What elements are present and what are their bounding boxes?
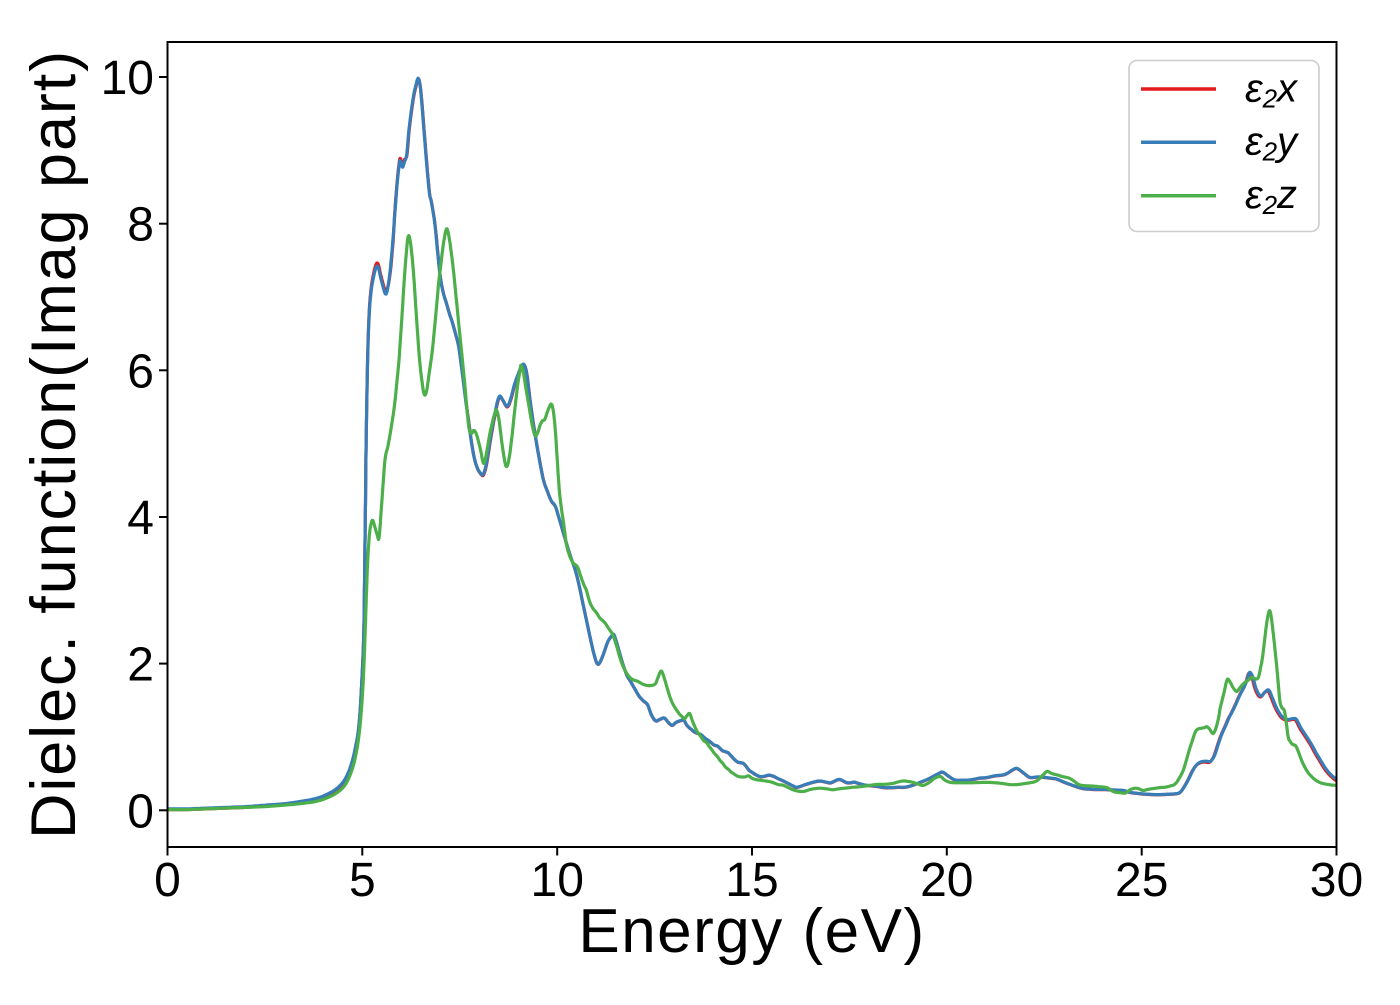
svg-text:0: 0 [154,854,181,907]
svg-text:6: 6 [127,345,154,398]
svg-text:15: 15 [725,854,778,907]
svg-text:10: 10 [101,52,154,105]
svg-text:Dielec. function(Imag part): Dielec. function(Imag part) [19,49,89,839]
svg-text:30: 30 [1310,854,1363,907]
svg-text:4: 4 [127,492,154,545]
svg-text:0: 0 [127,785,154,838]
svg-text:Energy (eV): Energy (eV) [578,897,925,966]
svg-text:ε2x: ε2x [1245,66,1299,113]
svg-text:8: 8 [127,199,154,252]
svg-text:2: 2 [127,639,154,692]
svg-text:10: 10 [531,854,584,907]
svg-text:5: 5 [349,854,376,907]
svg-text:ε2y: ε2y [1245,120,1300,167]
svg-text:25: 25 [1115,854,1168,907]
svg-text:20: 20 [920,854,973,907]
